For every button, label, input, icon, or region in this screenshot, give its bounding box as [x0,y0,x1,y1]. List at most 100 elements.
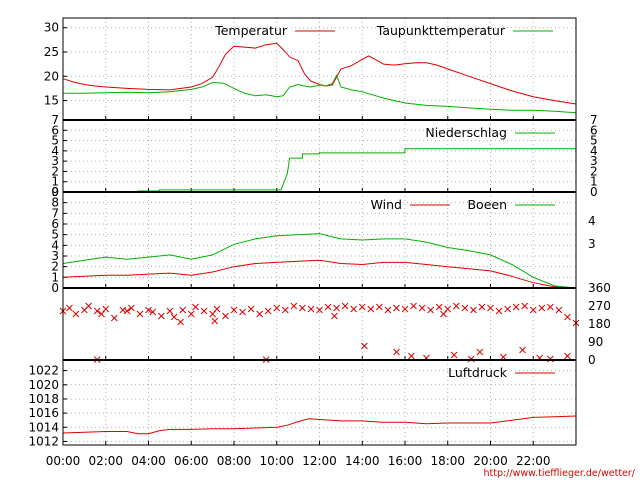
right-tick-label: 90 [588,335,603,349]
direction-mark [450,351,458,359]
x-tick-label: 22:00 [516,454,551,468]
direction-mark [299,304,306,312]
y-tick-label: 1 [51,175,59,189]
direction-mark [102,305,110,313]
direction-point [316,306,323,314]
direction-mark [316,306,323,314]
direction-point [230,306,238,314]
direction-mark [145,306,152,314]
direction-mark [435,303,443,311]
series-line-Niederschlag [63,148,576,193]
direction-mark [427,306,435,314]
right-tick-label: 1 [590,175,598,189]
y-tick-label: 1018 [28,392,59,406]
legend-label: Taupunkttemperatur [376,23,506,38]
direction-mark [538,304,546,312]
direction-point [247,305,255,313]
direction-point [324,303,332,311]
direction-point [564,313,571,321]
direction-point [452,302,460,310]
direction-mark [211,317,219,325]
direction-point [187,310,195,318]
x-tick-label: 02:00 [88,454,123,468]
direction-point [361,342,368,350]
direction-point [358,303,366,311]
direction-mark [519,346,526,354]
direction-point [307,305,315,313]
direction-point [102,305,110,313]
direction-mark [98,310,105,318]
y-tick-label: 8 [51,196,59,210]
direction-mark [209,310,216,318]
x-tick-label: 08:00 [217,454,252,468]
direction-point [331,312,338,320]
direction-point [166,307,174,315]
direction-mark [546,303,554,311]
direction-point [564,352,571,360]
y-tick-label: 1020 [28,378,59,392]
panel-temperature_panel: 15 20 25 30 Temperatur Taupunkttemperatur [44,17,577,121]
direction-mark [128,304,135,312]
direction-point [200,307,208,315]
direction-point [85,302,93,310]
right-tick-label: 5 [590,134,598,148]
x-tick-label: 12:00 [302,454,337,468]
direction-point [264,307,272,315]
direction-mark [408,352,415,360]
direction-point [504,305,511,313]
y-tick-label: 2 [51,260,59,274]
direction-mark [136,310,144,318]
y-tick-label: 5 [51,134,59,148]
right-tick-label: 6 [590,123,598,137]
direction-point [435,303,443,311]
y-tick-label: 9 [51,185,59,199]
direction-mark [367,305,375,313]
direction-point [450,351,458,359]
direction-mark [410,302,417,310]
right-tick-label: 3 [588,237,596,251]
direction-point [529,306,537,314]
direction-point [476,348,484,356]
legend-label: Luftdruck [448,365,508,380]
right-tick-label: 4 [590,144,598,158]
right-tick-label: 0 [588,353,596,367]
direction-mark [93,307,101,315]
direction-point [495,307,503,315]
right-tick-label: 4 [588,214,596,228]
right-tick-label: 2 [590,164,598,178]
direction-mark [555,306,563,314]
direction-point [333,304,340,312]
right-tick-label: 180 [588,317,611,331]
legend-label: Temperatur [214,23,288,38]
direction-mark [452,302,460,310]
y-tick-label: 3 [51,154,59,168]
direction-point [66,304,73,312]
direction-point [555,306,563,314]
direction-mark [333,304,340,312]
direction-mark [393,348,400,356]
direction-point [209,310,216,318]
direction-mark [247,305,255,313]
direction-point [408,352,415,360]
direction-mark [187,310,195,318]
direction-mark [200,307,208,315]
direction-point [256,310,264,318]
direction-mark [393,304,400,312]
x-tick-label: 06:00 [174,454,209,468]
direction-point [427,306,435,314]
direction-mark [307,305,315,313]
direction-point [440,310,447,318]
series-line-Wind [62,259,577,289]
direction-point [290,302,298,310]
direction-mark [281,306,289,314]
direction-point [136,310,144,318]
direction-point [123,307,131,315]
direction-mark [213,305,221,313]
direction-point [128,304,135,312]
y-tick-label: 1016 [28,406,59,420]
footer-url[interactable]: http://www.tiefflieger.de/wetter/ [484,468,636,479]
legend-label: Niederschlag [425,125,507,140]
y-tick-label: 1014 [28,420,59,434]
